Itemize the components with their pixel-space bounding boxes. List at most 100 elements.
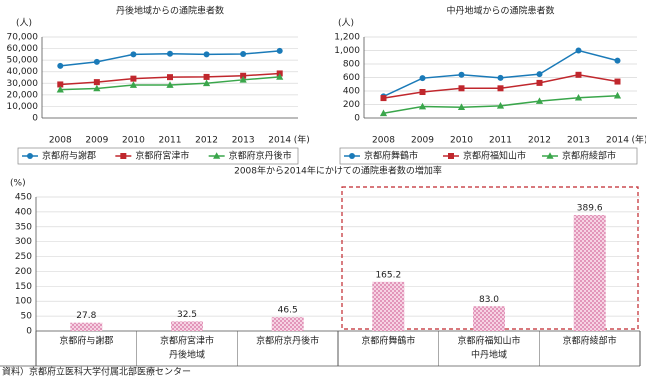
group-label: 中丹地域 [471,349,507,361]
y-tick-label: 300 [15,237,32,247]
x-tick-label: 2008 [372,136,395,146]
y-tick-label: 1,200 [334,33,360,43]
y-tick-label: 400 [343,87,360,97]
marker [379,109,388,117]
value-label: 165.2 [375,270,401,280]
marker [546,152,554,159]
x-tick-label: 2010 [122,136,145,146]
marker [130,75,137,82]
bar [70,322,103,331]
x-tick-label: 京都府綾部市 [563,335,617,347]
highlight-box [341,186,639,330]
y-tick-label: 200 [343,100,360,110]
legend-box [17,147,299,165]
value-label: 46.5 [278,306,298,316]
marker [448,153,454,159]
legend-label: 京都府宮津市 [135,150,189,162]
marker [240,72,247,79]
marker [458,85,465,92]
y-tick-label: 0 [354,114,360,124]
source-note: 資料）京都府立医科大学付属北部医療センター [2,366,191,378]
marker [240,51,247,58]
x-tick-label: 京都府宮津市 [160,335,214,347]
value-label: 83.0 [479,295,499,305]
bar [372,281,405,331]
marker [536,71,543,78]
marker [120,153,127,159]
y-tick-label: 0 [32,114,38,124]
y-axis-unit: (人) [338,18,354,29]
y-axis-unit: (人) [16,18,32,29]
x-tick-label: 2013 [567,136,590,146]
y-tick-label: 50,000 [7,56,39,66]
x-tick-label: 京都府舞鶴市 [361,335,415,347]
y-tick-label: 10,000 [7,102,39,112]
y-tick-label: 60,000 [7,44,39,54]
marker [380,95,387,102]
y-tick-label: 30,000 [7,79,39,89]
x-tick-label: 2009 [85,136,108,146]
bar [473,306,505,331]
marker [56,85,64,93]
value-label: 27.8 [76,311,96,321]
marker [239,76,247,83]
marker [57,81,64,88]
y-tick-label: 1,000 [334,46,360,56]
marker [497,85,504,92]
group-label: 丹後地域 [169,349,205,361]
marker [93,58,100,65]
marker [202,79,211,87]
y-tick-label: 450 [15,193,32,203]
marker [614,78,621,85]
x-tick-label: 2008 [49,136,72,146]
marker [130,51,137,58]
marker [276,47,283,54]
value-label: 32.5 [177,310,197,320]
x-axis-unit: (年) [294,134,310,146]
legend-box [339,147,638,165]
marker [213,152,221,159]
marker [613,91,622,99]
x-tick-label: 京都府京丹後市 [256,335,319,347]
marker [349,153,355,159]
marker [93,79,100,86]
bar [171,321,203,331]
marker [203,51,210,58]
marker [457,103,466,110]
y-tick-label: 600 [343,73,360,83]
marker [418,102,427,110]
marker [574,93,583,101]
x-tick-label: 2014 [606,136,629,146]
y-tick-label: 100 [15,297,32,307]
marker [458,71,465,78]
y-tick-label: 350 [15,222,32,232]
x-tick-label: 2013 [232,136,255,146]
y-axis-unit: (%) [10,179,26,189]
marker [93,84,101,92]
y-tick-label: 0 [26,327,32,337]
marker [57,62,64,69]
x-tick-label: 2010 [450,136,473,146]
x-tick-label: 2014 [268,136,291,146]
x-tick-label: 京都府福知山市 [457,335,520,347]
y-tick-label: 70,000 [7,33,39,43]
chart-title: 中丹地域からの通院患者数 [446,5,554,17]
legend-label: 京都府与謝郡 [42,150,96,162]
x-tick-label: 2011 [489,136,512,146]
x-tick-label: 2012 [195,136,218,146]
marker [496,102,505,109]
legend-label: 京都府舞鶴市 [364,150,418,162]
y-tick-label: 400 [15,207,32,217]
y-tick-label: 20,000 [7,90,39,100]
legend-label: 京都府福知山市 [463,150,526,162]
marker [575,71,582,78]
marker [167,74,173,81]
marker [419,75,426,82]
chart-title: 2008年から2014年にかけての通院患者数の増加率 [234,165,442,177]
value-label: 389.6 [577,203,603,213]
x-tick-label: 京都府与謝郡 [59,335,113,347]
y-tick-label: 250 [15,252,32,262]
marker [575,47,582,54]
x-tick-label: 2012 [528,136,551,146]
